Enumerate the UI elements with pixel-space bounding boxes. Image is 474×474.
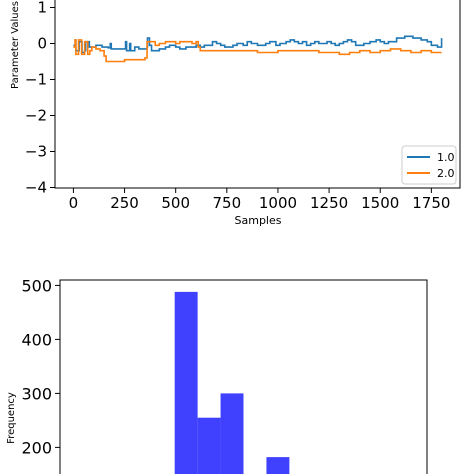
x-tick-label: 500	[161, 194, 190, 212]
y-tick-label: −2	[25, 107, 47, 125]
series-line-1	[73, 35, 443, 54]
histogram-bar	[174, 291, 198, 474]
y-tick-label: −4	[25, 179, 47, 197]
y-tick-label: −3	[25, 143, 47, 161]
histogram-bar	[266, 457, 290, 474]
x-tick-label: 1500	[361, 194, 399, 212]
hist-y-tick-label: 400	[21, 330, 52, 349]
line-chart: 0 250 500 750 1000 1250 1500 1750 1 0 −1 −2 −3 −4 Sa…	[10, 0, 461, 227]
histogram-bar	[220, 393, 244, 474]
series-line-2	[73, 39, 442, 63]
legend-label-2: 2.0	[437, 167, 455, 180]
plot-area-frame	[54, 0, 461, 189]
hist-plot-frame	[59, 279, 428, 474]
x-tick-label: 1000	[259, 194, 297, 212]
hist-y-tick-label: 500	[21, 276, 52, 295]
legend-label-1: 1.0	[437, 151, 455, 164]
x-tick-label: 750	[212, 194, 241, 212]
legend-frame	[401, 145, 457, 185]
x-tick-label: 0	[69, 194, 79, 212]
x-tick-label: 1250	[310, 194, 348, 212]
histogram-bar	[197, 417, 221, 474]
y-axis-label: Parameter Values	[10, 1, 21, 89]
x-axis-label: Samples	[235, 214, 282, 227]
hist-y-axis-label: Frequency	[6, 392, 17, 444]
hist-y-tick-label: 300	[21, 384, 52, 403]
x-tick-label: 1750	[412, 194, 450, 212]
legend: 1.0 2.0	[401, 145, 457, 185]
x-tick-label: 250	[110, 194, 139, 212]
y-tick-label: 0	[37, 35, 47, 53]
hist-y-tick-label: 200	[21, 438, 52, 457]
y-tick-label: 1	[37, 0, 47, 17]
y-tick-label: −1	[25, 71, 47, 89]
